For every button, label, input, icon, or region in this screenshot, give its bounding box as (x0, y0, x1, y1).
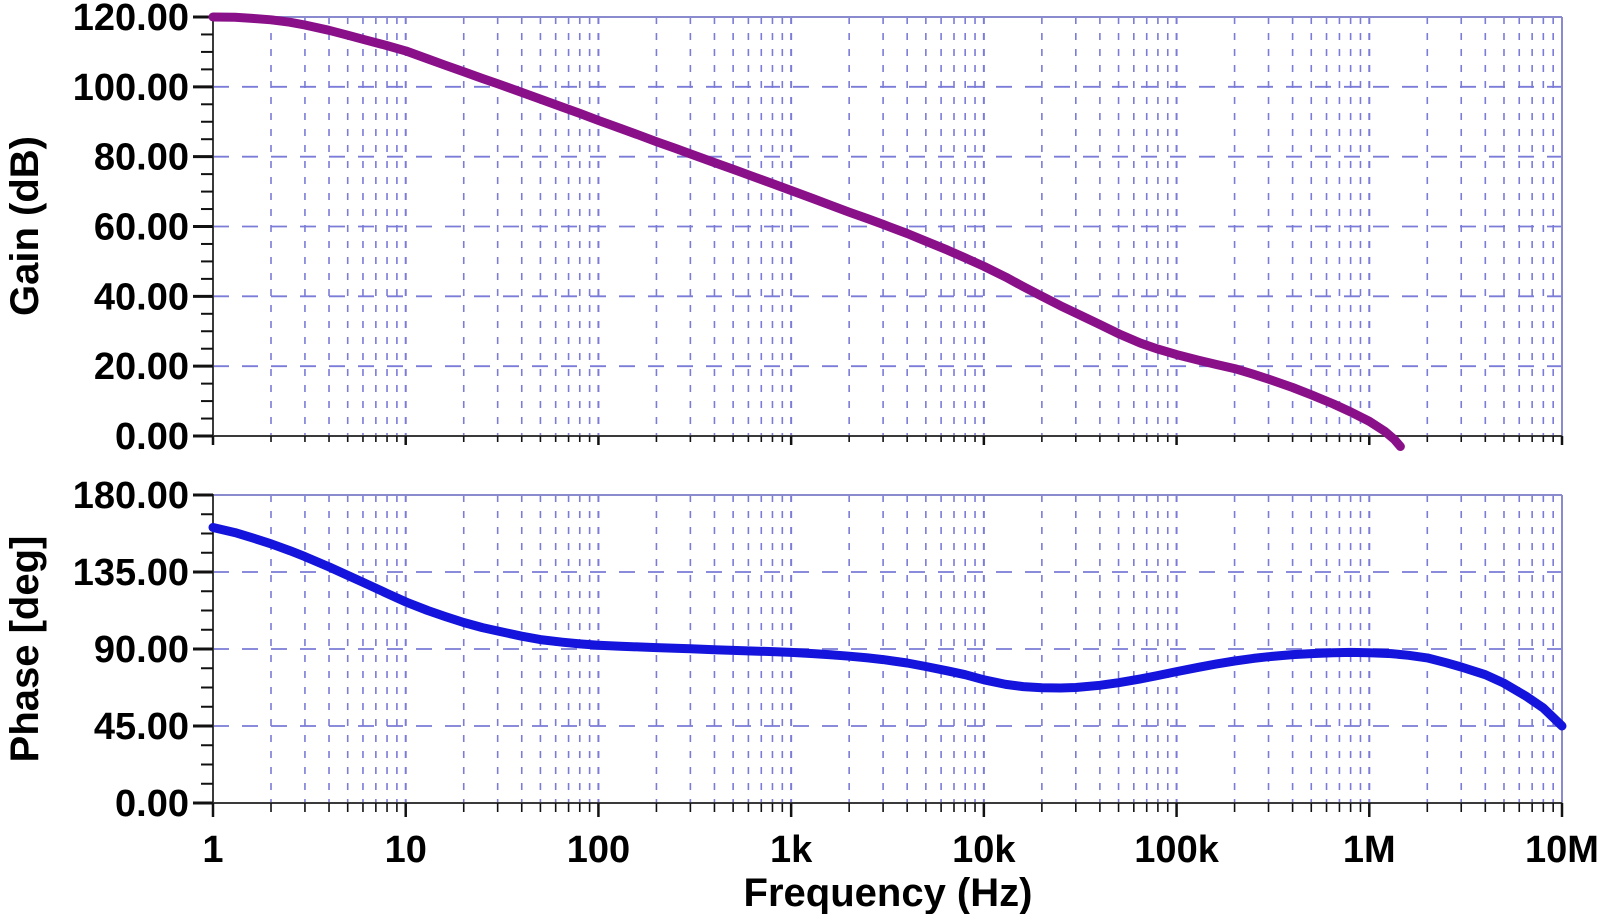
x-axis-title: Frequency (Hz) (744, 871, 1033, 914)
gain-curve (208, 12, 1405, 451)
x-tick-label: 100 (567, 829, 630, 871)
y-tick-label: 0.00 (115, 783, 189, 825)
x-tick-label: 1M (1343, 829, 1396, 871)
x-tick-label: 10M (1525, 829, 1599, 871)
x-tick-label: 1 (202, 829, 223, 871)
y-tick-label: 100.00 (73, 67, 189, 109)
gain-axis-title: Gain (dB) (3, 136, 47, 316)
x-tick-label: 1k (770, 829, 813, 871)
x-tick-label: 10k (952, 829, 1016, 871)
phase-curve (208, 523, 1567, 731)
y-tick-label: 120.00 (73, 0, 189, 39)
y-tick-label: 180.00 (73, 475, 189, 517)
x-tick-label: 100k (1134, 829, 1219, 871)
y-tick-label: 60.00 (94, 207, 189, 249)
y-tick-label: 80.00 (94, 137, 189, 179)
phase-plot: 180.00 135.00 90.00 45.00 0.00 (73, 475, 1567, 825)
y-tick-label: 45.00 (94, 706, 189, 748)
y-tick-label: 90.00 (94, 629, 189, 671)
y-tick-label: 0.00 (115, 416, 189, 458)
y-tick-label: 135.00 (73, 552, 189, 594)
gain-plot: 120.00 100.00 80.00 60.00 40.00 20.00 0.00 (73, 0, 1564, 458)
phase-axis-title: Phase [deg] (3, 536, 47, 763)
y-tick-label: 40.00 (94, 276, 189, 318)
y-tick-label: 20.00 (94, 346, 189, 388)
x-tick-label: 10 (385, 829, 427, 871)
